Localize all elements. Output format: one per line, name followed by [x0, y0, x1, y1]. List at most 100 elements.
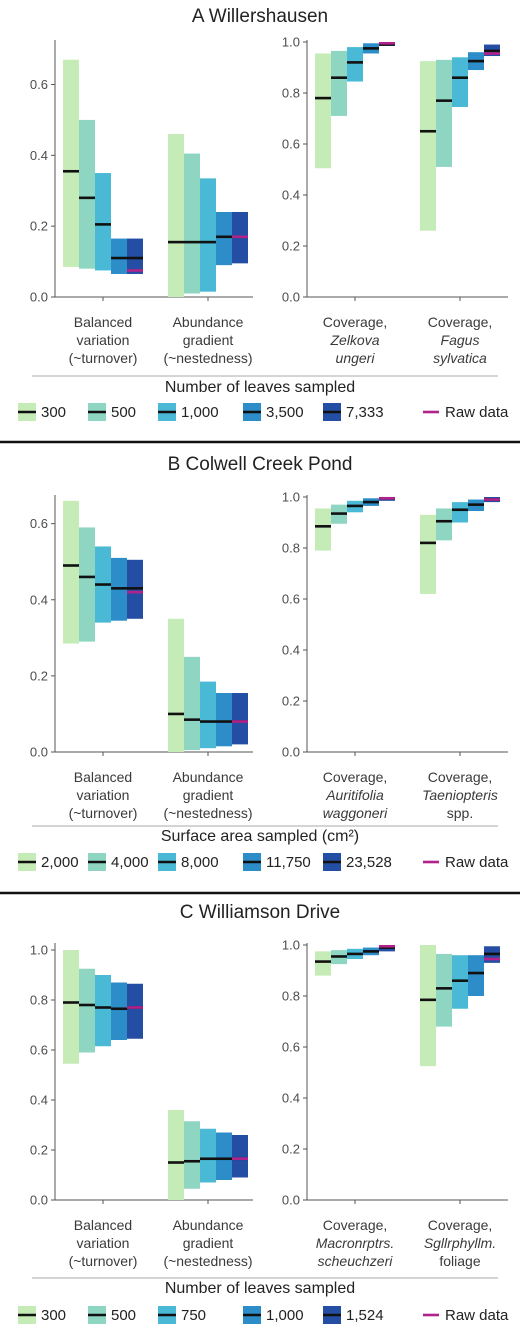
legend-item: 1,524 [323, 1306, 384, 1324]
right-category-label: Coverage, [323, 314, 388, 330]
left-category-label: gradient [183, 1235, 234, 1251]
right-category-label: spp. [447, 805, 473, 821]
legend-label: 7,333 [346, 404, 384, 421]
left-group-2 [168, 134, 248, 297]
legend-item: 750 [158, 1306, 206, 1324]
right-y-tick-label: 0.2 [282, 1142, 300, 1157]
legend-item: 8,000 [158, 853, 219, 871]
legend-item: 500 [88, 1306, 136, 1324]
left-category-label: Abundance [173, 769, 244, 785]
range-bar [315, 53, 331, 169]
legend-item: 1,000 [243, 1306, 304, 1324]
legend: Surface area sampled (cm²) 2,000 4,000 8,00… [18, 828, 509, 871]
right-y-tick-label: 0.4 [282, 1091, 300, 1106]
legend-raw-label: Raw data [445, 1307, 509, 1324]
legend-raw-label: Raw data [445, 854, 509, 871]
right-group-1 [315, 944, 395, 976]
panel-c: C Williamson Drive 0.0 0.2 0.4 0.6 0.8 1.0 Bala… [18, 902, 509, 1324]
right-y-tick-label: 0.2 [282, 239, 300, 254]
right-y-tick-label: 1.0 [282, 35, 300, 50]
legend-item: 7,333 [323, 403, 384, 421]
range-bar [63, 59, 79, 267]
legend-item: 300 [18, 1306, 66, 1324]
range-bar [63, 950, 79, 1064]
right-y-tick-label: 0.8 [282, 86, 300, 101]
left-category-label: (~turnover) [69, 350, 138, 366]
left-category-label: variation [77, 332, 130, 348]
range-bar [127, 983, 143, 1039]
range-bar [95, 975, 111, 1047]
right-y-tick-label: 1.0 [282, 490, 300, 505]
range-bar [331, 50, 347, 116]
legend-item: 23,528 [323, 853, 392, 871]
right-category-label: Zelkova [329, 332, 379, 348]
panel-title: A Willershausen [192, 6, 328, 27]
right-y-tick-label: 0.6 [282, 592, 300, 607]
left-y-tick-label: 0.4 [30, 148, 48, 163]
legend-label: 8,000 [181, 854, 219, 871]
right-category-label: Taeniopteris [422, 787, 498, 803]
left-y-tick-label: 0.8 [30, 993, 48, 1008]
legend-item: 1,000 [158, 403, 219, 421]
right-y-tick-label: 0.8 [282, 541, 300, 556]
right-category-label: foliage [439, 1253, 480, 1269]
legend-item-raw: Raw data [423, 404, 509, 421]
right-y-tick-label: 0.2 [282, 694, 300, 709]
range-bar [184, 656, 200, 751]
legend-label: 23,528 [346, 854, 392, 871]
left-y-ticks: 0.0 0.2 0.4 0.6 [30, 516, 55, 760]
range-bar [200, 178, 216, 292]
left-y-tick-label: 0.2 [30, 219, 48, 234]
legend-item: 3,500 [243, 403, 304, 421]
left-y-tick-label: 0.0 [30, 290, 48, 305]
left-category-label: (~turnover) [69, 1253, 138, 1269]
left-y-tick-label: 0.2 [30, 1143, 48, 1158]
right-group-2 [420, 945, 500, 1067]
right-category-label: Coverage, [323, 1217, 388, 1233]
legend-label: 750 [181, 1307, 206, 1324]
right-y-tick-label: 0.8 [282, 989, 300, 1004]
range-bar [232, 693, 248, 745]
range-bar [452, 502, 468, 523]
right-category-label: Macronrptrs. [316, 1235, 395, 1251]
legend-label: 1,524 [346, 1307, 384, 1324]
left-y-tick-label: 0.6 [30, 77, 48, 92]
left-category-label: Balanced [74, 1217, 132, 1233]
legend-item-raw: Raw data [423, 1307, 509, 1324]
left-category-label: (~nestedness) [163, 350, 252, 366]
range-bar [111, 238, 127, 274]
legend-title: Surface area sampled (cm²) [161, 828, 359, 845]
panel-b: B Colwell Creek Pond 0.0 0.2 0.4 0.6 Balanced… [18, 454, 509, 871]
range-bar [436, 953, 452, 1027]
legend-item: 11,750 [243, 853, 311, 871]
legend-label: 300 [41, 1307, 66, 1324]
legend-label: 2,000 [41, 854, 79, 871]
right-y-tick-label: 0.0 [282, 745, 300, 760]
range-bar [95, 173, 111, 271]
left-group-1 [63, 950, 143, 1064]
legend-title: Number of leaves sampled [165, 379, 355, 396]
left-y-tick-label: 0.6 [30, 1043, 48, 1058]
range-bar [232, 1135, 248, 1178]
right-group-1 [315, 41, 395, 169]
left-category-label: Balanced [74, 769, 132, 785]
right-y-tick-label: 0.0 [282, 290, 300, 305]
range-bar [347, 47, 363, 82]
right-y-ticks: 0.0 0.2 0.4 0.6 0.8 1.0 [282, 490, 307, 760]
range-bar [79, 968, 95, 1053]
legend-raw-label: Raw data [445, 404, 509, 421]
legend-label: 500 [111, 1307, 136, 1324]
legend-label: 11,750 [266, 854, 311, 871]
right-y-tick-label: 0.4 [282, 188, 300, 203]
legend-label: 1,000 [181, 404, 219, 421]
left-y-tick-label: 0.0 [30, 1193, 48, 1208]
range-bar [420, 945, 436, 1067]
left-category-label: Balanced [74, 314, 132, 330]
range-bar [168, 618, 184, 752]
right-y-tick-label: 0.4 [282, 643, 300, 658]
range-bar [184, 153, 200, 294]
right-group-1 [315, 496, 395, 551]
range-bar [468, 955, 484, 996]
right-group-2 [420, 497, 500, 594]
